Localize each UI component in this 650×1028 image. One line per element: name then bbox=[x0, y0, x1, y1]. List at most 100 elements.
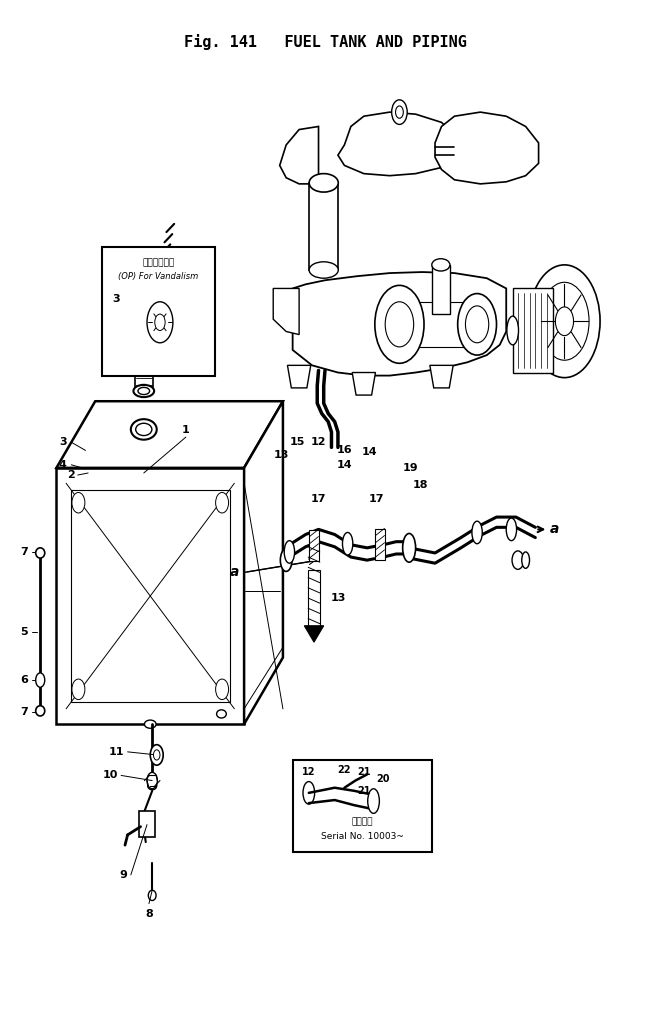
Text: 1: 1 bbox=[182, 425, 190, 435]
Ellipse shape bbox=[303, 781, 315, 804]
Text: a: a bbox=[550, 522, 560, 537]
Polygon shape bbox=[352, 372, 376, 395]
Ellipse shape bbox=[309, 174, 338, 192]
Ellipse shape bbox=[36, 548, 45, 558]
Circle shape bbox=[392, 100, 407, 124]
Ellipse shape bbox=[507, 317, 519, 344]
Text: 9: 9 bbox=[119, 870, 127, 880]
Ellipse shape bbox=[134, 297, 153, 309]
Text: a: a bbox=[229, 565, 239, 580]
Polygon shape bbox=[304, 626, 324, 642]
Polygon shape bbox=[273, 289, 299, 334]
Ellipse shape bbox=[280, 549, 292, 572]
Ellipse shape bbox=[506, 518, 517, 541]
Text: 適用号等: 適用号等 bbox=[352, 817, 373, 827]
Ellipse shape bbox=[136, 424, 152, 436]
Circle shape bbox=[72, 680, 85, 700]
Circle shape bbox=[150, 744, 163, 765]
Bar bbox=[135, 337, 153, 389]
Ellipse shape bbox=[131, 419, 157, 440]
Bar bbox=[513, 289, 552, 372]
Text: 14: 14 bbox=[337, 460, 352, 470]
Text: 7: 7 bbox=[20, 547, 28, 557]
Ellipse shape bbox=[368, 788, 380, 813]
Text: 7: 7 bbox=[20, 707, 28, 717]
Text: 19: 19 bbox=[402, 463, 418, 473]
Text: Serial No. 10003~: Serial No. 10003~ bbox=[321, 833, 404, 842]
Bar bbox=[101, 248, 215, 375]
Circle shape bbox=[375, 286, 424, 363]
Text: 16: 16 bbox=[337, 445, 352, 455]
Ellipse shape bbox=[133, 384, 154, 397]
Text: (OP) For Vandalism: (OP) For Vandalism bbox=[118, 271, 198, 281]
Ellipse shape bbox=[343, 533, 353, 555]
Bar bbox=[309, 530, 319, 561]
Circle shape bbox=[529, 265, 600, 377]
Bar bbox=[309, 183, 338, 270]
Bar bbox=[134, 303, 153, 322]
Polygon shape bbox=[244, 401, 283, 724]
Text: 14: 14 bbox=[361, 447, 377, 457]
Bar bbox=[292, 760, 432, 852]
Ellipse shape bbox=[36, 705, 45, 715]
Circle shape bbox=[540, 283, 589, 360]
Circle shape bbox=[512, 551, 524, 570]
Polygon shape bbox=[430, 365, 453, 388]
Text: 11: 11 bbox=[109, 747, 124, 757]
Ellipse shape bbox=[402, 534, 415, 562]
Text: 10: 10 bbox=[103, 770, 118, 780]
Circle shape bbox=[72, 492, 85, 513]
Text: 12: 12 bbox=[302, 767, 315, 777]
Bar bbox=[307, 571, 320, 627]
Circle shape bbox=[155, 315, 165, 330]
Circle shape bbox=[396, 106, 403, 118]
Text: 4: 4 bbox=[59, 460, 67, 470]
Bar bbox=[57, 468, 244, 724]
Text: 13: 13 bbox=[273, 449, 289, 460]
Text: 3: 3 bbox=[112, 294, 120, 303]
Text: 8: 8 bbox=[145, 909, 153, 919]
Bar bbox=[432, 265, 450, 315]
Bar bbox=[375, 529, 385, 560]
Text: 13: 13 bbox=[330, 593, 346, 603]
Text: 21: 21 bbox=[357, 767, 370, 777]
Ellipse shape bbox=[216, 709, 226, 718]
Text: いたずら防止: いたずら防止 bbox=[142, 258, 174, 267]
Ellipse shape bbox=[135, 331, 153, 343]
Text: Fig. 141   FUEL TANK AND PIPING: Fig. 141 FUEL TANK AND PIPING bbox=[183, 34, 467, 50]
Circle shape bbox=[385, 302, 413, 346]
Text: 22: 22 bbox=[337, 765, 351, 775]
Text: 3: 3 bbox=[59, 437, 67, 447]
Ellipse shape bbox=[309, 262, 338, 279]
Polygon shape bbox=[338, 112, 454, 176]
Ellipse shape bbox=[432, 259, 450, 271]
Circle shape bbox=[216, 680, 229, 700]
Ellipse shape bbox=[472, 521, 482, 544]
Ellipse shape bbox=[144, 720, 156, 728]
Circle shape bbox=[458, 294, 497, 355]
Polygon shape bbox=[57, 401, 283, 468]
Text: 20: 20 bbox=[376, 773, 390, 783]
Text: 6: 6 bbox=[20, 675, 28, 685]
Text: 17: 17 bbox=[311, 493, 326, 504]
Ellipse shape bbox=[148, 890, 156, 901]
Circle shape bbox=[147, 302, 173, 342]
Bar bbox=[139, 811, 155, 837]
Bar bbox=[71, 490, 230, 702]
Circle shape bbox=[147, 772, 157, 788]
Polygon shape bbox=[280, 126, 318, 184]
Polygon shape bbox=[292, 272, 506, 375]
Text: 5: 5 bbox=[20, 627, 28, 637]
Circle shape bbox=[555, 307, 573, 335]
Circle shape bbox=[465, 306, 489, 342]
Polygon shape bbox=[287, 365, 311, 388]
Text: 18: 18 bbox=[413, 480, 428, 490]
Text: 12: 12 bbox=[311, 437, 326, 447]
Text: 17: 17 bbox=[369, 493, 385, 504]
Text: 15: 15 bbox=[290, 437, 305, 447]
Polygon shape bbox=[435, 112, 539, 184]
Ellipse shape bbox=[138, 388, 150, 395]
Circle shape bbox=[36, 673, 45, 688]
Circle shape bbox=[153, 749, 160, 760]
Ellipse shape bbox=[522, 552, 530, 568]
